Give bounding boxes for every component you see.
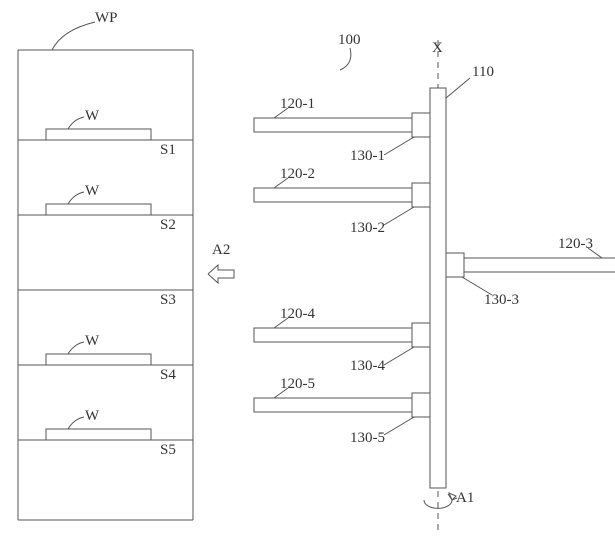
diagram-stage: WP W W W W S1 S2 S3 S4 S5 A2 100 X 110 1… [0,0,615,536]
label-w-5: W [85,408,99,425]
label-w-1: W [85,108,99,125]
label-w-4: W [85,333,99,350]
label-110: 110 [472,64,494,81]
label-100: 100 [338,32,361,49]
label-130-4: 130-4 [350,358,385,375]
diagram-svg [0,0,615,536]
label-s2: S2 [160,217,176,234]
label-w-2: W [85,183,99,200]
label-130-5: 130-5 [350,430,385,447]
label-a2: A2 [212,242,230,259]
label-s4: S4 [160,367,176,384]
label-s5: S5 [160,442,176,459]
label-120-1: 120-1 [280,96,315,113]
label-wp: WP [95,10,118,27]
label-130-1: 130-1 [350,148,385,165]
label-120-3: 120-3 [558,236,593,253]
label-120-5: 120-5 [280,376,315,393]
label-a1: A1 [456,490,474,507]
label-s3: S3 [160,292,176,309]
label-130-2: 130-2 [350,220,385,237]
label-120-2: 120-2 [280,166,315,183]
label-s1: S1 [160,142,176,159]
label-x: X [432,40,443,57]
label-130-3: 130-3 [484,292,519,309]
label-120-4: 120-4 [280,306,315,323]
